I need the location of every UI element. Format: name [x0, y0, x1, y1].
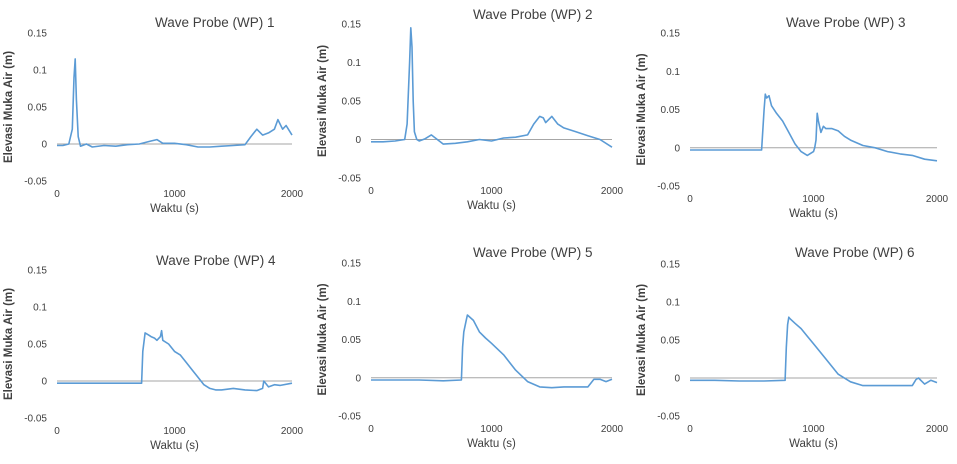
y-axis-label: Elevasi Muka Air (m)	[3, 51, 15, 163]
x-axis-label: Waktu (s)	[789, 438, 838, 450]
y-tick-label: -0.05	[24, 414, 47, 425]
y-tick-label: -0.05	[657, 412, 680, 423]
y-tick-label: 0	[41, 377, 47, 388]
x-axis-label: Waktu (s)	[789, 208, 838, 220]
y-tick-label: 0.1	[666, 298, 680, 309]
x-tick-label: 0	[368, 186, 374, 197]
chart-title: Wave Probe (WP) 3	[786, 15, 906, 30]
x-axis-label: Waktu (s)	[467, 200, 516, 212]
y-tick-label: 0.15	[342, 20, 362, 31]
chart-title: Wave Probe (WP) 2	[473, 7, 593, 22]
y-tick-label: 0.1	[347, 58, 361, 69]
x-tick-label: 2000	[601, 424, 624, 435]
y-axis-label: Elevasi Muka Air (m)	[317, 45, 329, 157]
series-line	[57, 58, 293, 148]
y-tick-label: -0.05	[24, 177, 47, 188]
chart-title: Wave Probe (WP) 6	[795, 245, 915, 260]
x-tick-label: 1000	[802, 194, 825, 205]
y-tick-label: 0	[674, 374, 680, 385]
y-tick-label: 0.1	[33, 303, 47, 314]
series-line	[371, 26, 613, 148]
x-tick-label: 2000	[281, 189, 304, 200]
x-tick-label: 2000	[281, 426, 304, 437]
chart-panel-1: Wave Probe (WP) 1 0.15 0.1 0.05 0 -0.05 0 1000 2…	[3, 15, 304, 215]
x-tick-label: 2000	[601, 186, 624, 197]
x-axis-label: Waktu (s)	[467, 438, 516, 450]
y-tick-label: 0	[674, 143, 680, 154]
x-axis-label: Waktu (s)	[150, 203, 199, 215]
series-line	[690, 316, 938, 387]
y-tick-label: 0.15	[28, 266, 48, 277]
x-tick-label: 0	[687, 194, 693, 205]
chart-panel-3: Wave Probe (WP) 3 0.15 0.1 0.05 0 -0.05 0 1000 2…	[636, 15, 949, 220]
x-axis-label: Waktu (s)	[150, 440, 199, 452]
x-tick-label: 0	[54, 189, 60, 200]
y-tick-label: 0	[41, 140, 47, 151]
y-tick-label: 0.1	[347, 297, 361, 308]
y-tick-label: 0.15	[661, 260, 681, 271]
y-tick-label: 0.15	[661, 29, 681, 40]
x-tick-label: 2000	[926, 424, 949, 435]
y-tick-label: 0.05	[342, 335, 362, 346]
series-line	[57, 329, 293, 392]
y-tick-label: 0	[355, 373, 361, 384]
y-tick-label: 0.1	[666, 67, 680, 78]
series-line	[371, 314, 613, 389]
y-tick-label: -0.05	[338, 174, 361, 185]
y-tick-label: -0.05	[338, 412, 361, 423]
y-tick-label: 0	[355, 135, 361, 146]
x-tick-label: 0	[54, 426, 60, 437]
y-tick-label: 0.05	[342, 97, 362, 108]
y-tick-label: 0.15	[28, 29, 48, 40]
chart-panel-2: Wave Probe (WP) 2 0.15 0.1 0.05 0 -0.05 0 1000 2…	[317, 7, 624, 212]
chart-title: Wave Probe (WP) 4	[156, 253, 276, 268]
x-tick-label: 2000	[926, 194, 949, 205]
y-axis-label: Elevasi Muka Air (m)	[3, 288, 15, 400]
y-tick-label: 0.05	[661, 105, 681, 116]
series-line	[690, 93, 938, 162]
y-tick-label: 0.05	[661, 336, 681, 347]
chart-panel-4: Wave Probe (WP) 4 0.15 0.1 0.05 0 -0.05 0 1000 2…	[3, 253, 304, 452]
chart-title: Wave Probe (WP) 5	[473, 245, 593, 260]
x-tick-label: 1000	[480, 186, 503, 197]
y-tick-label: 0.05	[28, 340, 48, 351]
chart-panel-6: Wave Probe (WP) 6 0.15 0.1 0.05 0 -0.05 0 1000 2…	[636, 245, 949, 450]
x-tick-label: 1000	[163, 426, 186, 437]
x-tick-label: 1000	[802, 424, 825, 435]
y-tick-label: 0.05	[28, 103, 48, 114]
y-tick-label: 0.1	[33, 66, 47, 77]
chart-title: Wave Probe (WP) 1	[155, 15, 275, 30]
y-axis-label: Elevasi Muka Air (m)	[636, 284, 648, 396]
x-tick-label: 0	[687, 424, 693, 435]
chart-panel-5: Wave Probe (WP) 5 0.15 0.1 0.05 0 -0.05 0 1000 2…	[317, 245, 624, 450]
y-axis-label: Elevasi Muka Air (m)	[317, 283, 329, 395]
y-tick-label: -0.05	[657, 182, 680, 193]
y-tick-label: 0.15	[342, 259, 362, 270]
x-tick-label: 1000	[163, 189, 186, 200]
x-tick-label: 0	[368, 424, 374, 435]
x-tick-label: 1000	[480, 424, 503, 435]
y-axis-label: Elevasi Muka Air (m)	[636, 53, 648, 165]
